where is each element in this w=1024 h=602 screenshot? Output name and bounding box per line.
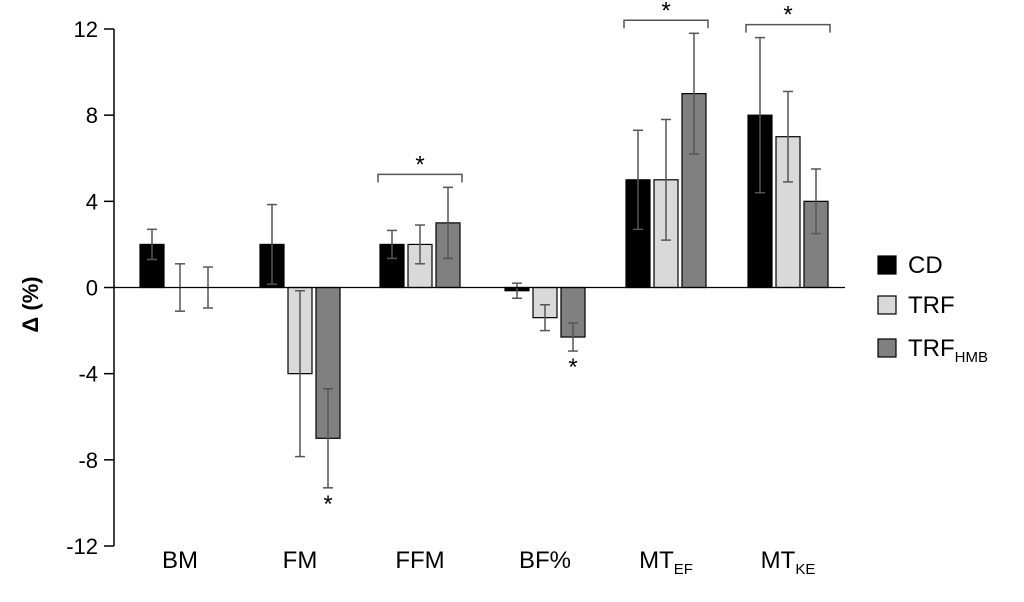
- significance-star: *: [661, 0, 670, 24]
- x-tick-label: BF%: [519, 547, 571, 574]
- y-axis-label: Δ (%): [18, 276, 43, 332]
- significance-markers: * * * * *: [323, 0, 831, 518]
- significance-bracket: [623, 19, 709, 29]
- legend-swatch: [877, 295, 897, 315]
- legend-swatch: [877, 338, 897, 358]
- x-tick-label: BM: [162, 547, 198, 574]
- significance-bracket: [377, 173, 463, 183]
- y-axis: 12 8 4 0 -4 -8 -12: [66, 17, 115, 559]
- significance-star: *: [415, 151, 424, 178]
- x-tick-label: FFM: [395, 547, 444, 574]
- y-tick-label: 12: [74, 17, 98, 42]
- x-axis-labels: BM FM FFM BF% MTEF MTKE: [162, 547, 815, 578]
- y-tick-label: -8: [78, 448, 98, 473]
- y-tick-label: 4: [86, 189, 98, 214]
- x-tick-label: MTEF: [639, 547, 693, 578]
- x-tick-label: MTKE: [761, 547, 816, 578]
- significance-star: *: [783, 2, 792, 29]
- y-tick-label: -4: [78, 362, 98, 387]
- y-tick-label: 0: [86, 276, 98, 301]
- x-tick-label: FM: [283, 547, 318, 574]
- bars: [139, 32, 829, 489]
- significance-star: *: [568, 354, 577, 381]
- legend: CD TRF TRFHMB: [877, 252, 988, 366]
- y-tick-label: 8: [86, 103, 98, 128]
- legend-swatch: [877, 255, 897, 275]
- legend-label: TRFHMB: [908, 335, 988, 366]
- significance-bracket: [745, 23, 831, 33]
- legend-label: TRF: [908, 292, 955, 319]
- significance-star: *: [323, 491, 332, 518]
- y-tick-label: -12: [66, 534, 98, 559]
- legend-label: CD: [908, 252, 943, 279]
